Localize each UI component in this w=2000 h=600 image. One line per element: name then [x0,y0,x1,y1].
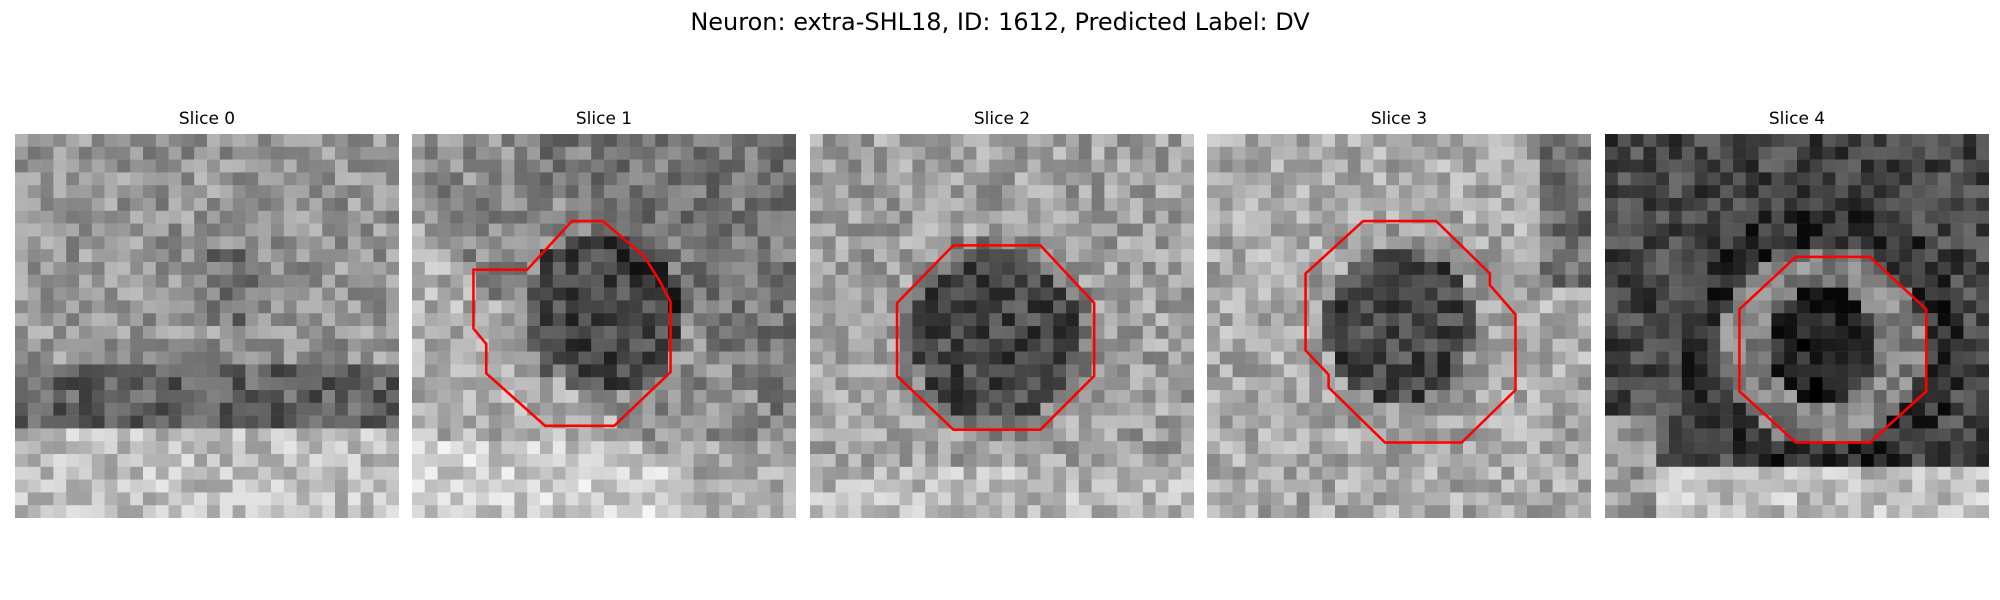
slice-image [1207,134,1591,518]
figure-title: Neuron: extra-SHL18, ID: 1612, Predicted… [690,8,1310,36]
slice-title: Slice 4 [1768,109,1826,129]
pixel-grid [412,134,796,518]
pixel-grid [1605,134,1989,518]
slice-image [15,134,399,518]
slice-title: Slice 1 [575,109,633,129]
slice-panel-0: Slice 0 [15,108,399,518]
slice-title: Slice 3 [1370,109,1428,129]
slice-panel-1: Slice 1 [412,108,796,518]
slice-panel-3: Slice 3 [1207,108,1591,518]
roi-outline [895,244,1096,431]
roi-outline [472,219,672,428]
pixel-grid [810,134,1194,518]
slice-title: Slice 2 [973,109,1031,129]
slice-panel-2: Slice 2 [810,108,1194,518]
slice-image [810,134,1194,518]
roi-outline [1738,255,1928,444]
slice-image [412,134,796,518]
slice-title: Slice 0 [178,109,236,129]
slice-panel-4: Slice 4 [1605,108,1989,518]
pixel-grid [1207,134,1591,518]
pixel-grid [15,134,399,518]
slice-image [1605,134,1989,518]
roi-outline [1304,219,1517,444]
